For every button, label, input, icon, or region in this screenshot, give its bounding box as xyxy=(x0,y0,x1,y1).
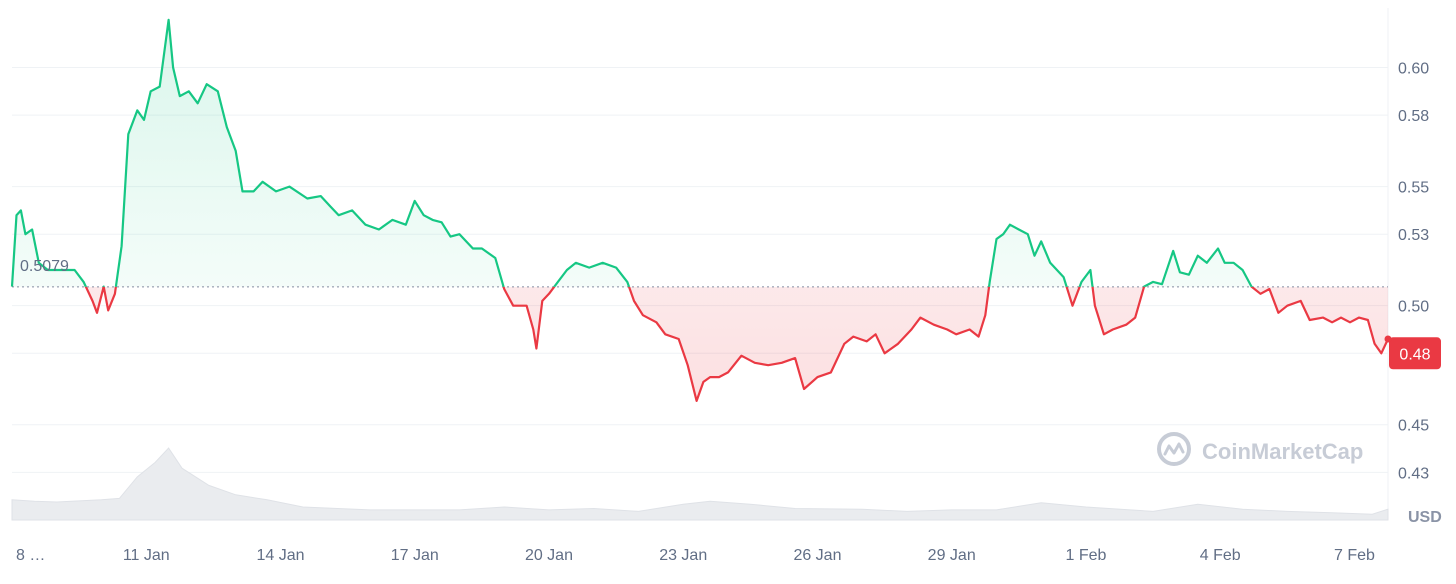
x-tick-label: 26 Jan xyxy=(793,547,841,564)
volume-area xyxy=(11,447,1389,521)
x-tick-label: 17 Jan xyxy=(391,547,439,564)
x-tick-label: 14 Jan xyxy=(256,547,304,564)
x-tick-label: 7 Feb xyxy=(1334,547,1375,564)
x-tick-label: 4 Feb xyxy=(1200,547,1241,564)
price-line-down[interactable] xyxy=(12,20,1389,402)
y-tick-label: 0.60 xyxy=(1398,61,1429,78)
y-tick-label: 0.50 xyxy=(1398,299,1429,316)
price-area-fill xyxy=(12,19,1388,401)
x-tick-label: 23 Jan xyxy=(659,547,707,564)
y-tick-label: 0.43 xyxy=(1398,465,1429,482)
area-below-baseline xyxy=(85,286,1388,401)
y-tick-label: 0.53 xyxy=(1398,227,1429,244)
price-line[interactable] xyxy=(10,18,1389,402)
y-axis: 0.43 0.45 0.48 0.50 0.53 0.55 0.58 0.60 xyxy=(1398,61,1429,483)
area-above-baseline xyxy=(12,19,1388,287)
y-tick-label: 0.55 xyxy=(1398,180,1429,197)
x-axis: 8 … 11 Jan 14 Jan 17 Jan 20 Jan 23 Jan 26 Jan 2… xyxy=(16,547,1375,564)
x-tick-label: 8 … xyxy=(16,547,45,564)
baseline-label: 0.5079 xyxy=(20,258,69,275)
current-price-tag: 0.48 xyxy=(1389,337,1441,370)
coinmarketcap-icon xyxy=(1157,432,1191,466)
price-line-up[interactable] xyxy=(10,18,1388,401)
current-price-dot xyxy=(1384,335,1392,343)
coinmarketcap-logo: CoinMarketCap xyxy=(1157,432,1363,466)
x-tick-label: 1 Feb xyxy=(1065,547,1106,564)
unit-label: USD xyxy=(1408,509,1442,526)
volume-shape xyxy=(11,447,1389,521)
current-price-label: 0.48 xyxy=(1399,346,1430,363)
watermark-text: CoinMarketCap xyxy=(1202,439,1363,464)
x-tick-label: 29 Jan xyxy=(928,547,976,564)
x-tick-label: 11 Jan xyxy=(123,547,170,564)
x-tick-label: 20 Jan xyxy=(525,547,573,564)
y-tick-label: 0.58 xyxy=(1398,108,1429,125)
y-tick-label: 0.45 xyxy=(1398,418,1429,435)
